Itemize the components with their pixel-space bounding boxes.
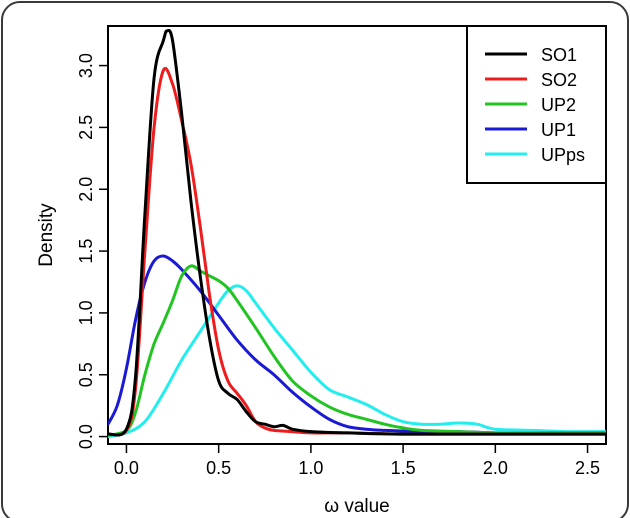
x-tick-label: 0.0 [114,458,139,478]
legend-label-upps: UPps [541,145,585,165]
series-line-so1 [108,28,606,437]
legend-label-so2: SO2 [541,70,577,90]
legend-box [466,25,607,184]
x-axis-label: ω value [324,496,390,517]
x-tick-label: 2.5 [575,458,600,478]
series-line-up2 [108,264,606,437]
y-tick-label: 1.0 [76,300,96,325]
x-axis: 0.0 0.5 1.0 1.5 2.0 2.5 [114,444,600,478]
y-tick-label: 2.5 [76,115,96,140]
series-lines [108,28,606,439]
y-tick-label: 3.0 [76,53,96,78]
x-tick-label: 2.0 [483,458,508,478]
y-tick-label: 0.0 [76,424,96,449]
legend-label-so1: SO1 [541,45,577,65]
y-tick-label: 1.5 [76,239,96,264]
y-axis: 0.0 0.5 1.0 1.5 2.0 2.5 3.0 [76,53,108,449]
legend: SO1 SO2 UP2 UP1 UPps [466,25,607,184]
series-line-upps [108,284,606,439]
plot-area [107,25,607,445]
y-axis-label: Density [36,203,57,267]
x-tick-label: 1.5 [391,458,416,478]
x-tick-label: 0.5 [206,458,231,478]
y-tick-label: 2.0 [76,177,96,202]
legend-label-up2: UP2 [541,95,576,115]
legend-label-up1: UP1 [541,120,576,140]
x-tick-label: 1.0 [298,458,323,478]
y-tick-label: 0.5 [76,362,96,387]
